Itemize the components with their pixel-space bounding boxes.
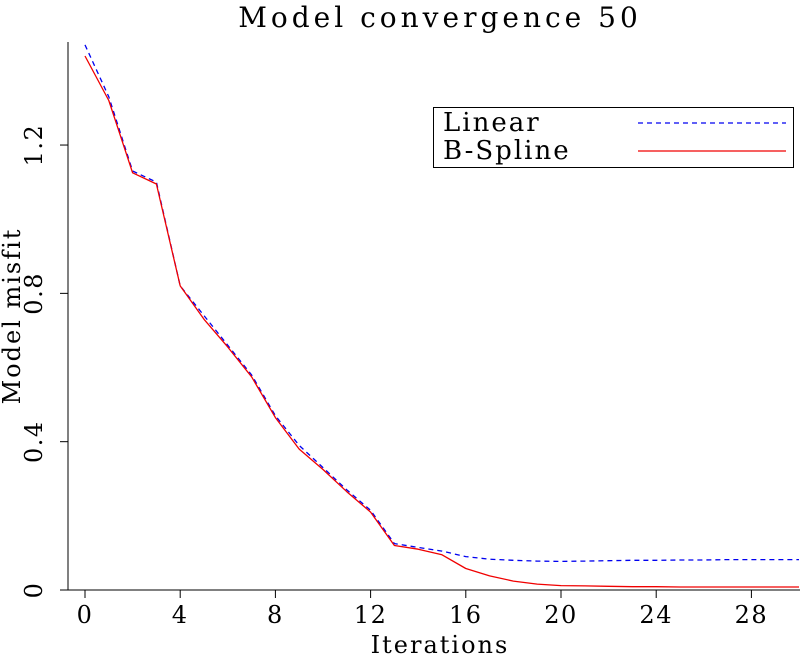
x-tick-label: 0	[77, 601, 94, 629]
series-line-b-spline	[84, 55, 799, 588]
legend-box	[433, 107, 794, 168]
legend-label-b-spline: B-Spline	[443, 136, 571, 166]
x-tick-label: 24	[639, 601, 673, 629]
y-axis-label: Model misfit	[0, 228, 26, 405]
x-tick-label: 28	[735, 601, 769, 629]
chart-title: Model convergence 50	[238, 1, 642, 34]
y-tick-label: 0.8	[20, 272, 48, 315]
legend-label-linear: Linear	[443, 108, 541, 138]
y-tick-label: 1.2	[20, 124, 48, 167]
x-tick-label: 4	[172, 601, 189, 629]
y-tick-label: 0.4	[20, 420, 48, 463]
y-tick-label: 0	[20, 582, 48, 599]
series-line-linear	[84, 44, 799, 563]
x-tick-label: 16	[449, 601, 483, 629]
x-axis-label: Iterations	[371, 631, 510, 659]
x-tick-label: 8	[267, 601, 284, 629]
x-tick-label: 20	[544, 601, 578, 629]
x-tick-label: 12	[354, 601, 388, 629]
